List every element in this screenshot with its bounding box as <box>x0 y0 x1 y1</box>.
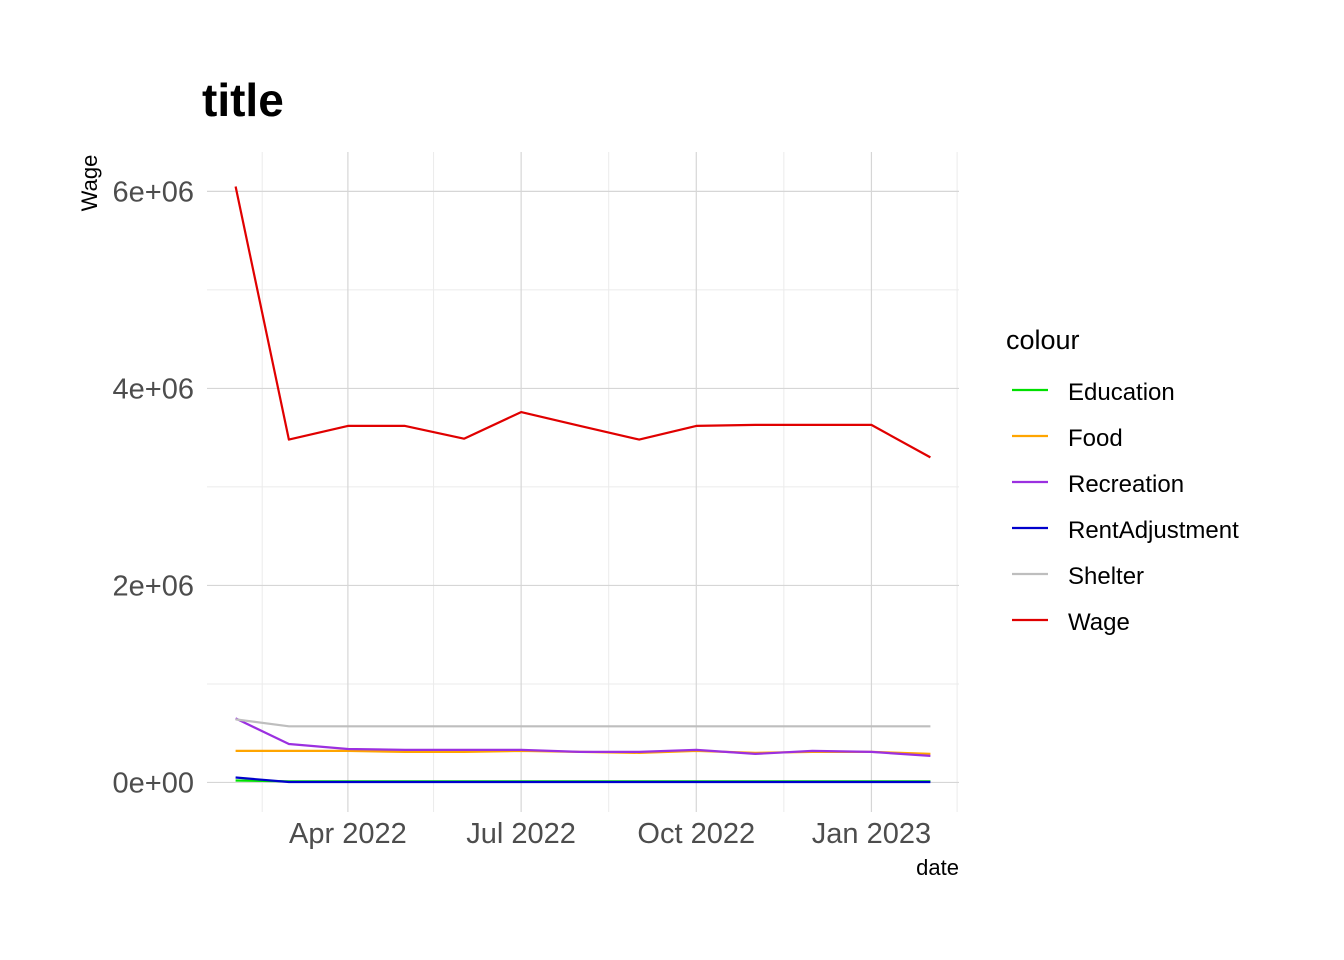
chart-title: title <box>202 74 284 126</box>
legend-label-food: Food <box>1068 425 1123 452</box>
legend-label-wage: Wage <box>1068 609 1130 636</box>
series-line-rentadjustment <box>235 776 931 784</box>
x-axis-label: date <box>916 855 959 880</box>
y-tick-label: 6e+06 <box>113 176 194 208</box>
plot-series <box>234 186 931 784</box>
x-tick-label: Oct 2022 <box>637 818 755 850</box>
series-line-recreation <box>235 717 931 757</box>
series-line-shelter <box>235 718 931 728</box>
x-tick-label: Apr 2022 <box>289 818 407 850</box>
y-tick-label: 4e+06 <box>113 373 194 405</box>
y-axis-label: Wage <box>77 155 102 212</box>
legend: colour Education Food Recreation RentAdjust… <box>1006 325 1239 636</box>
legend-title: colour <box>1006 325 1080 355</box>
y-tick-label: 2e+06 <box>113 570 194 602</box>
series-line-wage <box>234 186 931 459</box>
legend-label-shelter: Shelter <box>1068 563 1144 590</box>
x-tick-label: Jan 2023 <box>812 818 931 850</box>
legend-label-education: Education <box>1068 379 1175 406</box>
legend-label-recreation: Recreation <box>1068 471 1184 498</box>
plot-grid <box>207 152 959 812</box>
x-tick-label: Jul 2022 <box>466 818 576 850</box>
x-axis: Apr 2022 Jul 2022 Oct 2022 Jan 2023 <box>289 818 931 850</box>
legend-label-rentadjustment: RentAdjustment <box>1068 517 1239 544</box>
y-tick-label: 0e+00 <box>113 767 194 799</box>
y-axis: 0e+00 2e+06 4e+06 6e+06 <box>113 176 194 799</box>
